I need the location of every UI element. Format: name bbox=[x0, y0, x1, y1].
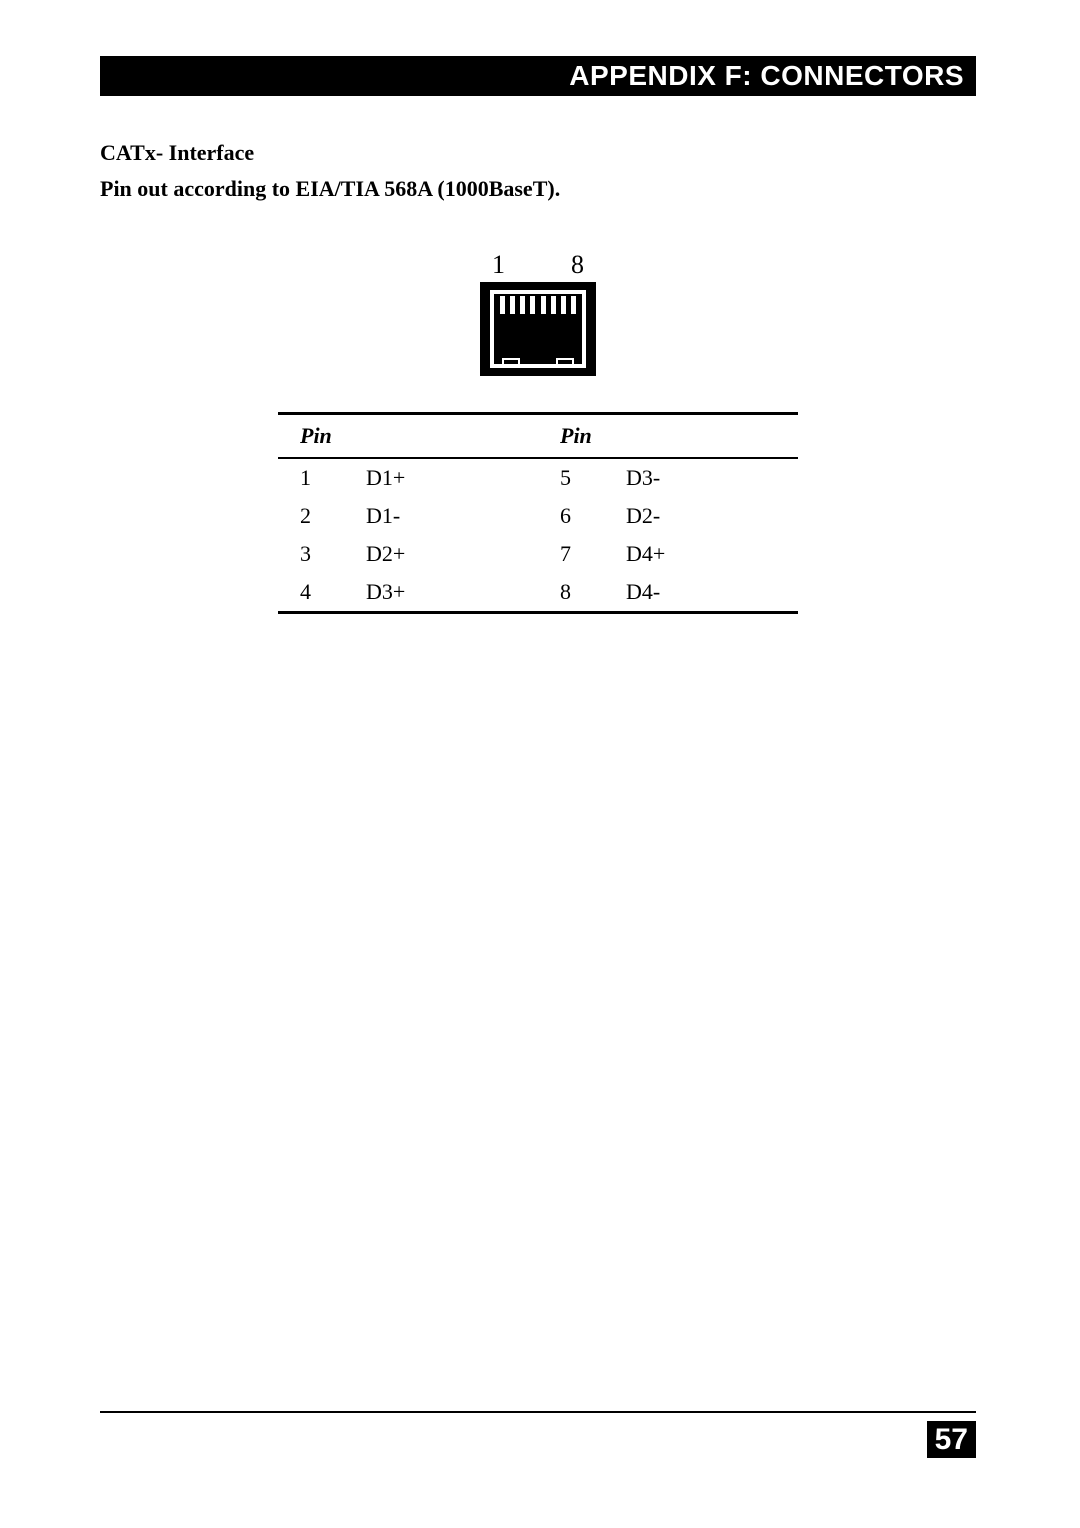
pin-signal: D4+ bbox=[598, 535, 798, 573]
pin-number: 7 bbox=[538, 535, 598, 573]
header-title: APPENDIX F: CONNECTORS bbox=[569, 60, 964, 92]
pin-label-right: 8 bbox=[571, 250, 584, 280]
jack-notch-left bbox=[502, 358, 520, 366]
pin-index-labels: 1 8 bbox=[480, 250, 596, 282]
header-bar: APPENDIX F: CONNECTORS bbox=[100, 56, 976, 96]
col-header-pin-right: Pin bbox=[538, 414, 798, 459]
pin-label-left: 1 bbox=[492, 250, 505, 280]
pin-number: 5 bbox=[538, 458, 598, 497]
pin-signal: D4- bbox=[598, 573, 798, 613]
pin-signal: D2- bbox=[598, 497, 798, 535]
pin-number: 8 bbox=[538, 573, 598, 613]
pin-number: 3 bbox=[278, 535, 338, 573]
pin-tick bbox=[551, 296, 556, 314]
page-container: APPENDIX F: CONNECTORS CATx- Interface P… bbox=[100, 56, 976, 1458]
pin-tick bbox=[510, 296, 515, 314]
table-header-row: Pin Pin bbox=[278, 414, 798, 459]
pin-signal: D1+ bbox=[338, 458, 538, 497]
table-row: 1 D1+ 5 D3- bbox=[278, 458, 798, 497]
connector-diagram: 1 8 bbox=[100, 250, 976, 376]
pin-tick bbox=[561, 296, 566, 314]
page-footer: 57 bbox=[100, 1411, 976, 1458]
pin-tick bbox=[500, 296, 505, 314]
pin-signal: D3+ bbox=[338, 573, 538, 613]
table-row: 2 D1- 6 D2- bbox=[278, 497, 798, 535]
section-heading-catx: CATx- Interface bbox=[100, 140, 976, 166]
pin-ticks bbox=[500, 296, 576, 316]
col-header-pin-left: Pin bbox=[278, 414, 538, 459]
pin-tick bbox=[530, 296, 535, 314]
pin-number: 6 bbox=[538, 497, 598, 535]
body-text: CATx- Interface Pin out according to EIA… bbox=[100, 140, 976, 202]
pin-number: 4 bbox=[278, 573, 338, 613]
table-row: 4 D3+ 8 D4- bbox=[278, 573, 798, 613]
pin-tick bbox=[571, 296, 576, 314]
page-number: 57 bbox=[927, 1421, 976, 1458]
rj45-jack-icon: 1 8 bbox=[480, 250, 596, 376]
pin-number: 1 bbox=[278, 458, 338, 497]
pin-signal: D2+ bbox=[338, 535, 538, 573]
section-heading-pinout: Pin out according to EIA/TIA 568A (1000B… bbox=[100, 176, 976, 202]
pin-tick bbox=[520, 296, 525, 314]
footer-rule bbox=[100, 1411, 976, 1413]
pin-number: 2 bbox=[278, 497, 338, 535]
jack-outer bbox=[480, 282, 596, 376]
jack-notch-right bbox=[556, 358, 574, 366]
pin-signal: D3- bbox=[598, 458, 798, 497]
jack-inner bbox=[490, 290, 586, 368]
pin-signal: D1- bbox=[338, 497, 538, 535]
pin-table-wrap: Pin Pin 1 D1+ 5 D3- 2 D1- 6 D2- bbox=[278, 412, 798, 614]
pin-table: Pin Pin 1 D1+ 5 D3- 2 D1- 6 D2- bbox=[278, 412, 798, 614]
table-row: 3 D2+ 7 D4+ bbox=[278, 535, 798, 573]
pin-tick bbox=[541, 296, 546, 314]
